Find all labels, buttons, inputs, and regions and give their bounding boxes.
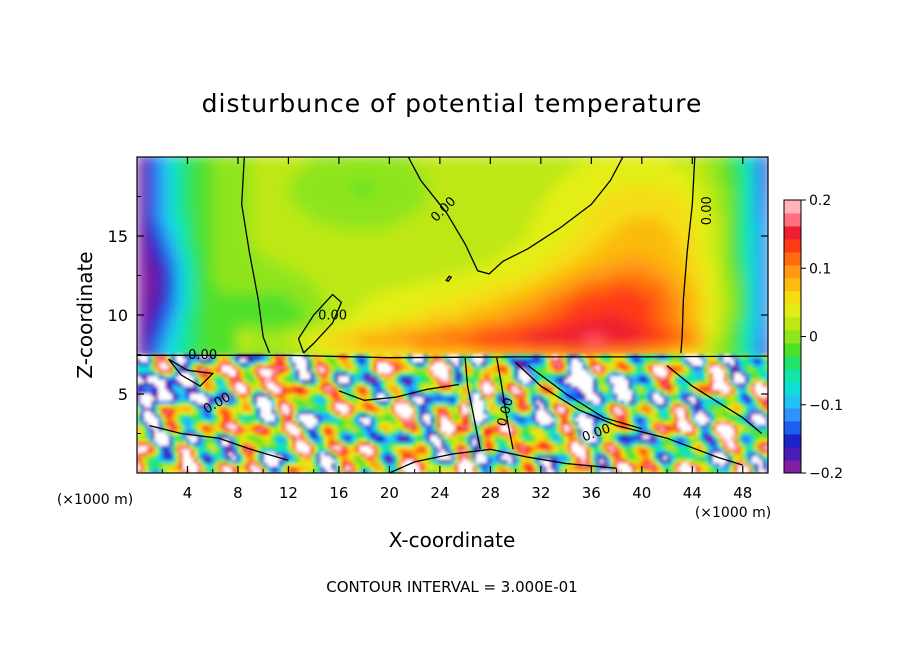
colorbar-swatch — [784, 330, 801, 344]
contour-interval-note: CONTOUR INTERVAL = 3.000E-01 — [326, 578, 577, 596]
colorbar-swatch — [784, 369, 801, 383]
colorbar-swatch — [784, 382, 801, 396]
x-tick-label: 16 — [329, 484, 348, 502]
colorbar-swatch — [784, 343, 801, 357]
colorbar-tick-label: −0.2 — [809, 466, 843, 482]
colorbar-swatch — [784, 460, 801, 474]
x-tick-label: 4 — [183, 484, 193, 502]
contour-line — [168, 358, 215, 387]
colorbar-tick-label: −0.1 — [809, 398, 843, 414]
contour-line — [389, 448, 617, 473]
x-tick-label: 28 — [481, 484, 500, 502]
colorbar-swatch — [784, 421, 801, 435]
y-tick-label: 5 — [118, 385, 128, 404]
contour-label: 0.00 — [188, 348, 217, 363]
colorbar-swatch — [784, 200, 801, 214]
colorbar-swatch — [784, 434, 801, 448]
contour-label: 0.00 — [700, 196, 715, 225]
x-tick-label: 24 — [430, 484, 449, 502]
colorbar-swatch — [784, 226, 801, 240]
colorbar-swatch — [784, 304, 801, 318]
contour-line — [445, 275, 453, 283]
x-tick-label: 12 — [279, 484, 298, 502]
x-tick-label: 32 — [531, 484, 550, 502]
colorbar-swatch — [784, 213, 801, 227]
colorbar-swatch — [784, 278, 801, 292]
x-tick-label: 48 — [733, 484, 752, 502]
x-tick-label: 36 — [582, 484, 601, 502]
contour-line — [407, 157, 624, 275]
contour-label: 0.00 — [318, 309, 347, 324]
colorbar-swatch — [784, 252, 801, 266]
contour-line — [149, 424, 289, 462]
colorbar-swatch — [784, 291, 801, 305]
colorbar-swatch — [784, 408, 801, 422]
colorbar-swatch — [784, 239, 801, 253]
colorbar-swatch — [784, 317, 801, 331]
contour-line — [496, 357, 514, 450]
colorbar-tick-label: 0 — [809, 330, 818, 346]
contour-line — [137, 354, 768, 359]
x-tick-label: 40 — [632, 484, 651, 502]
x-tick-label: 8 — [233, 484, 243, 502]
y-tick-label: 10 — [108, 306, 128, 325]
colorbar-swatch — [784, 447, 801, 461]
x-tick-label: 20 — [380, 484, 399, 502]
contour-label: 0.00 — [495, 396, 517, 428]
chart-title: disturbunce of potential temperature — [202, 89, 703, 118]
y-unit-label: (×1000 m) — [57, 492, 133, 508]
x-unit-label: (×1000 m) — [695, 505, 771, 521]
contour-line — [464, 357, 481, 450]
contour-line — [338, 383, 459, 401]
contour-line — [666, 365, 763, 434]
contour-line — [515, 361, 743, 466]
colorbar-swatch — [784, 395, 801, 409]
contour-line — [527, 365, 642, 430]
heatmap-field: 0.00 0.000.000.00 0.000.000.00 — [137, 157, 768, 473]
colorbar-tick-label: 0.1 — [809, 261, 831, 277]
contour-line — [297, 293, 343, 354]
x-tick-label: 44 — [683, 484, 702, 502]
y-tick-label: 15 — [108, 227, 128, 246]
x-axis-label: X-coordinate — [389, 528, 516, 552]
colorbar-tick-label: 0.2 — [809, 193, 831, 209]
y-axis-label: Z-coordinate — [73, 251, 97, 378]
colorbar-swatch — [784, 356, 801, 370]
colorbar-swatch — [784, 265, 801, 279]
contour-line — [241, 157, 271, 354]
contour-line — [680, 157, 696, 353]
colorbar — [783, 199, 802, 474]
